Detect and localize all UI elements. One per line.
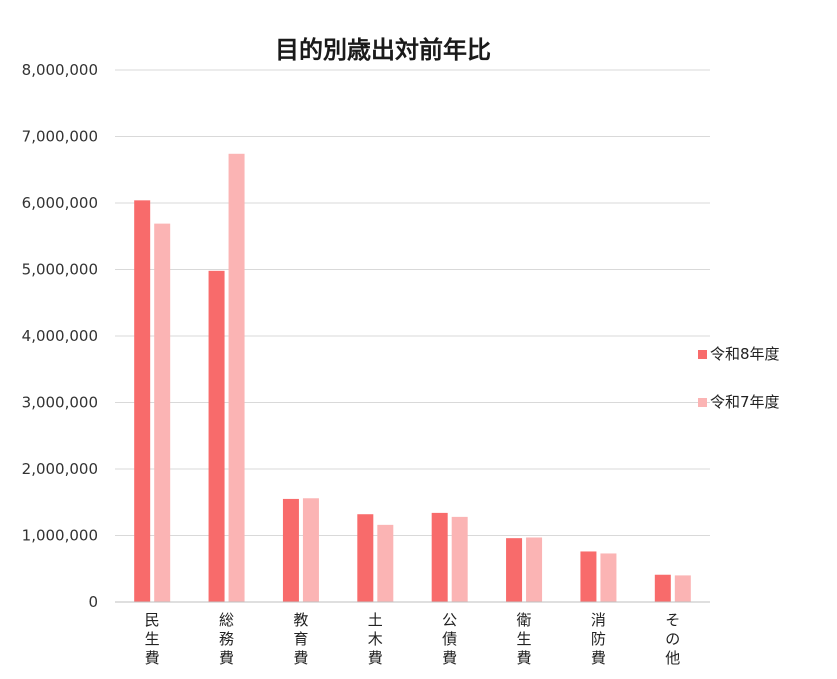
- bar-r8-3: [357, 514, 374, 602]
- bar-r8-4: [431, 512, 448, 602]
- y-axis-tick-labels: 0 1,000,000 2,000,000 3,000,000 4,000,000 5,0…: [22, 61, 98, 611]
- y-tick-label: 6,000,000: [22, 194, 98, 212]
- bar-r7-0: [154, 223, 171, 603]
- y-tick-label: 3,000,000: [22, 394, 98, 412]
- y-tick-label: 8,000,000: [22, 61, 98, 79]
- x-tick-label: 総務費: [219, 611, 234, 667]
- bar-r7-1: [228, 153, 245, 603]
- bars: [134, 153, 691, 603]
- legend-swatch-0: [698, 350, 707, 359]
- bar-r8-7: [654, 574, 671, 602]
- x-tick-label: 公債費: [442, 611, 457, 667]
- bar-r8-0: [134, 200, 151, 602]
- bar-r7-2: [302, 498, 319, 602]
- x-tick-label: 土木費: [368, 611, 383, 667]
- gridlines: [115, 69, 710, 536]
- legend-swatch-1: [698, 398, 707, 407]
- y-tick-label: 0: [88, 593, 98, 611]
- bar-r7-5: [526, 537, 543, 602]
- x-tick-label: 教育費: [293, 611, 308, 667]
- x-tick-label: 消防費: [591, 611, 606, 667]
- chart-title: 目的別歳出対前年比: [275, 36, 491, 64]
- y-tick-label: 1,000,000: [22, 527, 98, 545]
- bar-r7-6: [600, 553, 617, 602]
- bar-r7-7: [674, 575, 691, 602]
- legend-label-0: 令和8年度: [710, 345, 780, 363]
- bar-r7-3: [377, 524, 394, 602]
- bar-r7-4: [451, 516, 468, 602]
- y-tick-label: 4,000,000: [22, 327, 98, 345]
- legend-label-1: 令和7年度: [710, 393, 780, 411]
- y-tick-label: 7,000,000: [22, 128, 98, 146]
- x-tick-label: 民生費: [145, 611, 160, 667]
- bar-r8-5: [506, 538, 523, 602]
- bar-r8-2: [282, 498, 299, 602]
- x-tick-label: 衛生費: [517, 611, 532, 667]
- y-tick-label: 2,000,000: [22, 460, 98, 478]
- x-axis-tick-labels: 民生費 総務費 教育費 土木費 公債費 衛生費 消防費 その他: [145, 611, 681, 667]
- bar-r8-6: [580, 551, 597, 602]
- x-tick-label: その他: [665, 611, 680, 667]
- bar-r8-1: [208, 270, 225, 602]
- y-tick-label: 5,000,000: [22, 261, 98, 279]
